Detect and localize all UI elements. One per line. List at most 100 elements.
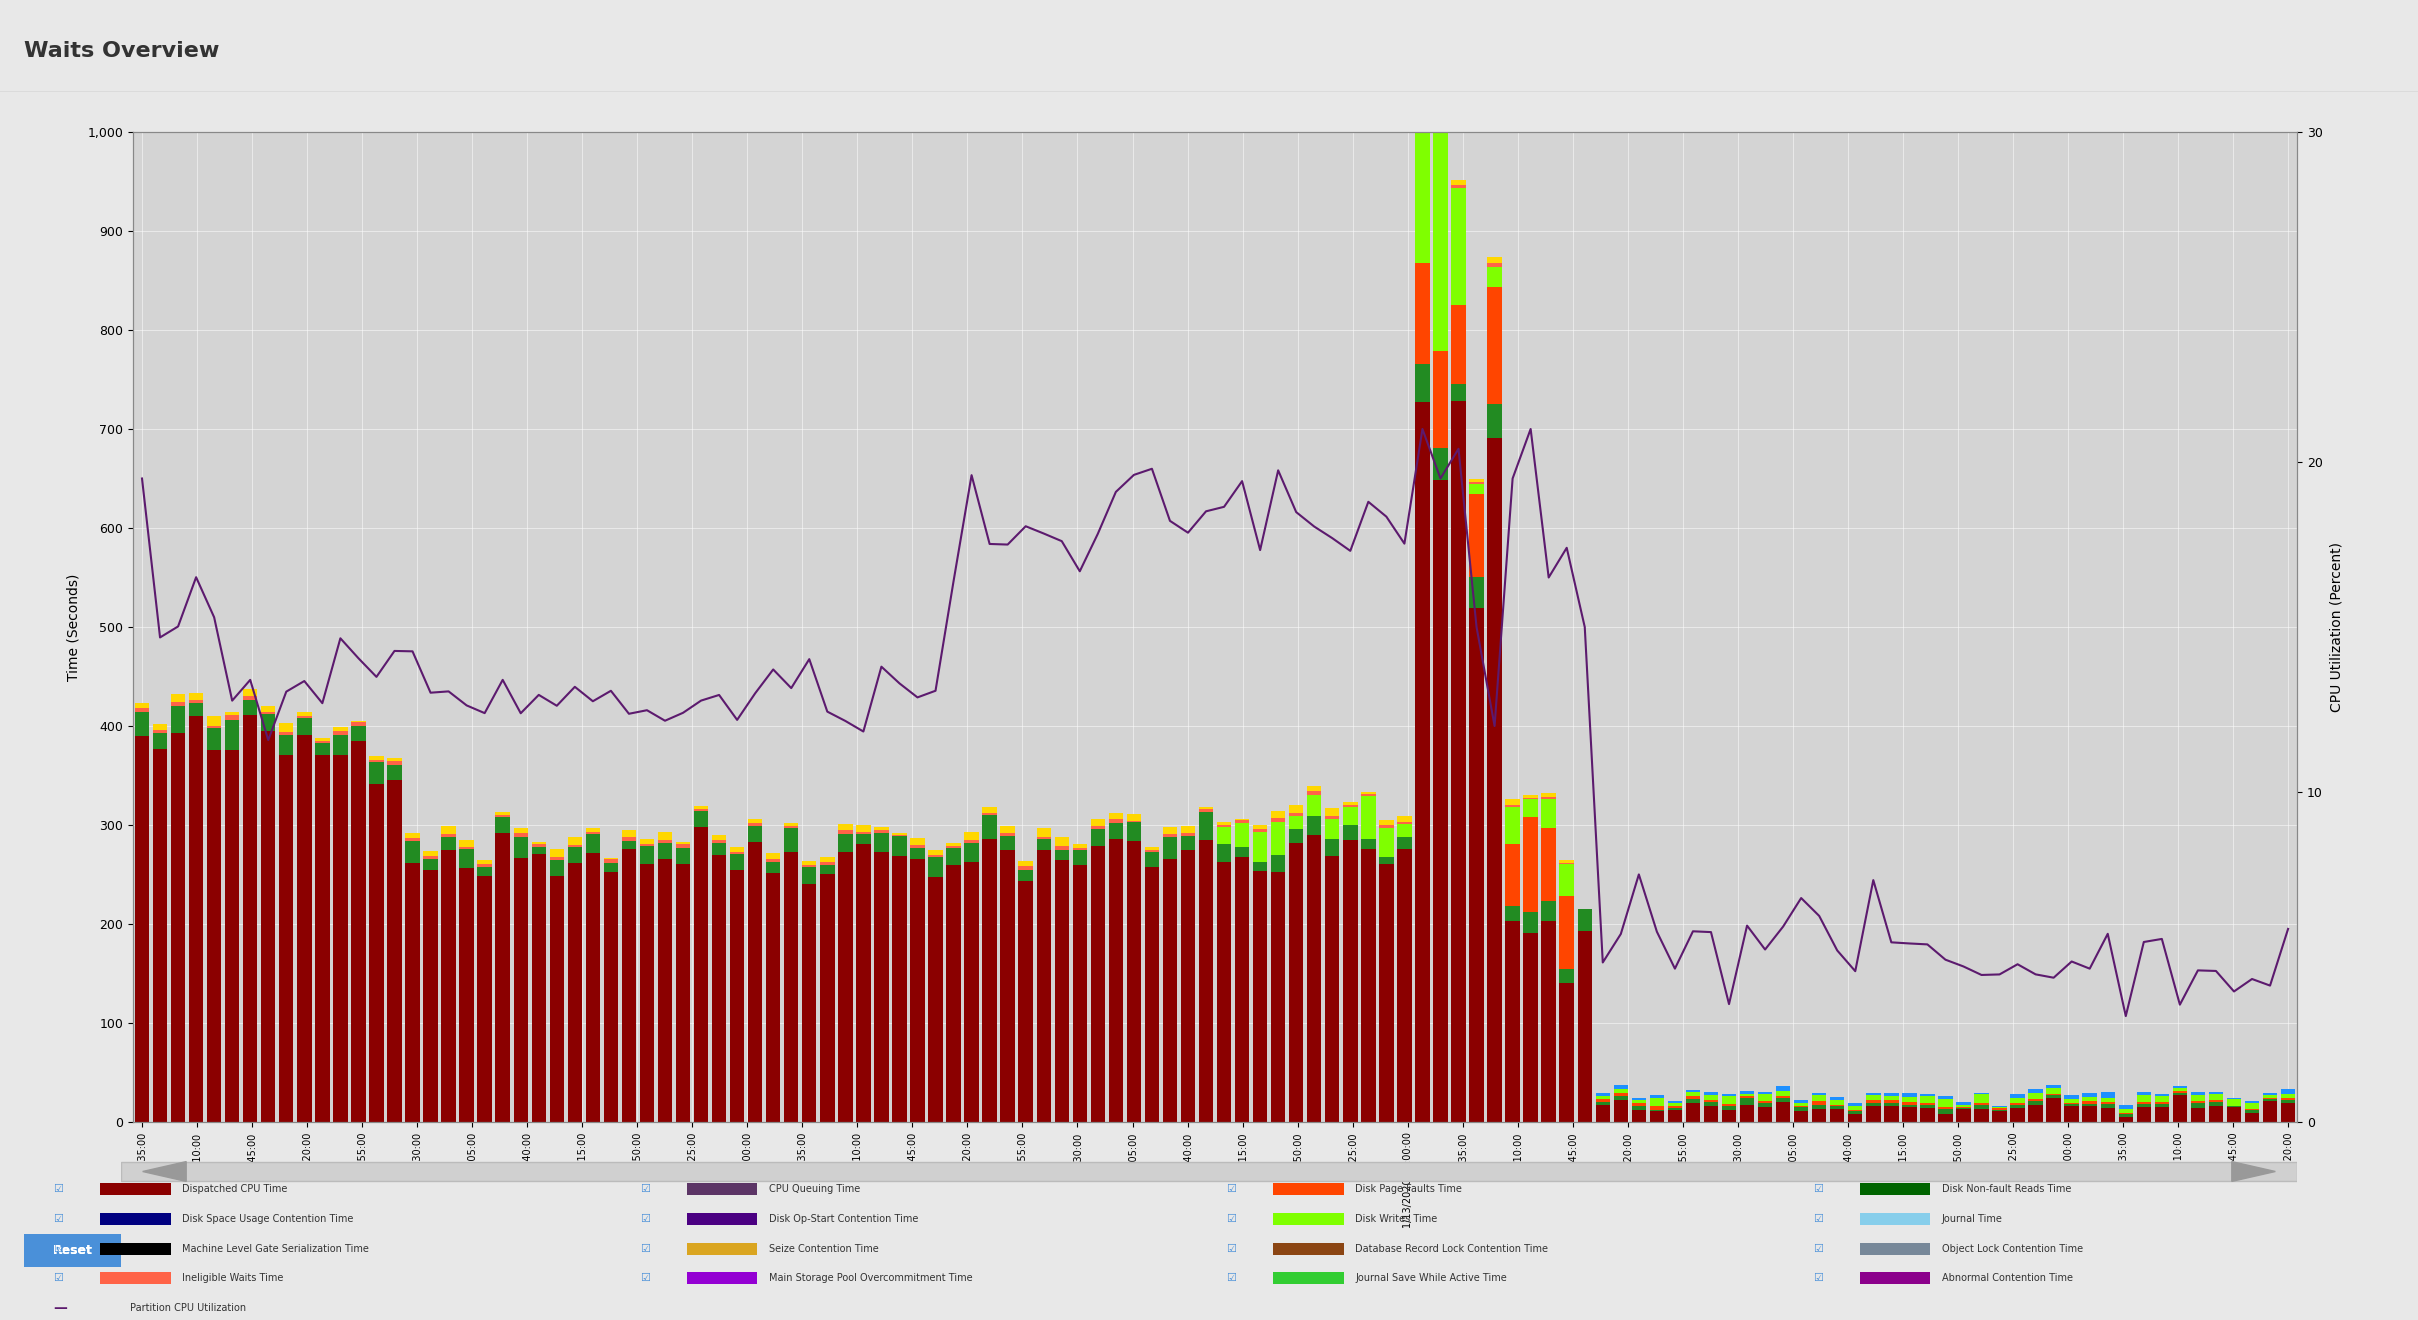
Bar [604, 858, 619, 859]
Bar [875, 833, 890, 853]
FancyBboxPatch shape [1859, 1183, 1930, 1196]
Bar [1107, 840, 1122, 1122]
Bar [621, 837, 636, 841]
Bar [1272, 818, 1286, 822]
Bar [1992, 1110, 2007, 1111]
Bar [730, 870, 745, 1122]
Bar [1253, 832, 1267, 862]
Text: Object Lock Contention Time: Object Lock Contention Time [1942, 1243, 2082, 1254]
Bar [1180, 826, 1194, 833]
Bar [1956, 1105, 1971, 1107]
Bar [1180, 837, 1194, 850]
Bar [1308, 792, 1323, 795]
Bar [1973, 1109, 1988, 1122]
Bar [1001, 850, 1016, 1122]
Bar [1632, 1106, 1647, 1110]
Bar [1398, 849, 1412, 1122]
Bar [1560, 859, 1574, 862]
Bar [1037, 837, 1052, 840]
Bar [2009, 1093, 2024, 1098]
Bar [1705, 1101, 1719, 1102]
Bar [1794, 1100, 1809, 1102]
Bar [2227, 1107, 2241, 1122]
Bar [1398, 825, 1412, 837]
Bar [442, 837, 457, 850]
Bar [225, 751, 239, 1122]
Bar [476, 867, 491, 875]
Bar [1560, 863, 1574, 896]
Text: Reset: Reset [53, 1245, 92, 1257]
Bar [1107, 813, 1122, 818]
Bar [549, 861, 563, 876]
Bar [675, 847, 689, 863]
Bar [1470, 482, 1485, 484]
Bar [442, 850, 457, 1122]
Bar [965, 862, 979, 1122]
Bar [1632, 1098, 1647, 1101]
Bar [1415, 364, 1429, 403]
FancyBboxPatch shape [121, 1162, 2297, 1181]
Text: Partition CPU Utilization: Partition CPU Utilization [131, 1303, 247, 1313]
Bar [875, 830, 890, 833]
Bar [945, 842, 960, 846]
Bar [1487, 267, 1502, 288]
Bar [387, 780, 401, 1122]
Bar [1884, 1096, 1898, 1101]
Bar [351, 741, 365, 1122]
Bar [1741, 1096, 1755, 1098]
Bar [568, 863, 583, 1122]
Bar [2046, 1094, 2060, 1098]
Bar [1506, 921, 1521, 1122]
Y-axis label: Time (Seconds): Time (Seconds) [65, 573, 80, 681]
Bar [621, 849, 636, 1122]
Bar [945, 849, 960, 866]
Bar [370, 760, 384, 762]
Bar [2154, 1094, 2169, 1096]
Bar [1378, 820, 1393, 825]
Bar [423, 870, 438, 1122]
Bar [2009, 1105, 2024, 1107]
Bar [1649, 1111, 1664, 1122]
Bar [496, 812, 510, 814]
Bar [2029, 1101, 2043, 1105]
Bar [1216, 862, 1231, 1122]
Bar [2191, 1101, 2205, 1104]
Bar [604, 859, 619, 863]
Bar [1470, 609, 1485, 1122]
Bar [1272, 822, 1286, 855]
Bar [1451, 185, 1465, 189]
Bar [675, 842, 689, 843]
Bar [152, 733, 167, 748]
Bar [152, 725, 167, 730]
Bar [585, 832, 600, 834]
Bar [387, 762, 401, 764]
Bar [892, 836, 907, 857]
Text: ☑: ☑ [1814, 1243, 1823, 1254]
Bar [225, 711, 239, 715]
Bar [2174, 1096, 2188, 1122]
Bar [387, 764, 401, 780]
Text: —: — [53, 1302, 68, 1315]
Bar [2191, 1107, 2205, 1122]
Bar [261, 714, 276, 730]
Bar [1596, 1098, 1610, 1102]
Bar [1127, 813, 1141, 821]
Bar [172, 706, 186, 733]
Bar [208, 717, 222, 726]
Bar [909, 846, 924, 849]
Bar [1794, 1110, 1809, 1122]
Bar [767, 853, 781, 859]
Bar [225, 719, 239, 751]
Bar [1378, 828, 1393, 857]
Bar [730, 853, 745, 854]
Bar [1705, 1102, 1719, 1106]
Bar [1487, 257, 1502, 263]
Bar [513, 833, 527, 837]
Bar [532, 842, 546, 843]
Bar [2208, 1102, 2222, 1106]
Bar [1613, 1100, 1627, 1122]
Bar [1054, 837, 1069, 846]
Text: Journal Save While Active Time: Journal Save While Active Time [1354, 1274, 1506, 1283]
Bar [803, 884, 817, 1122]
Bar [1523, 795, 1538, 799]
